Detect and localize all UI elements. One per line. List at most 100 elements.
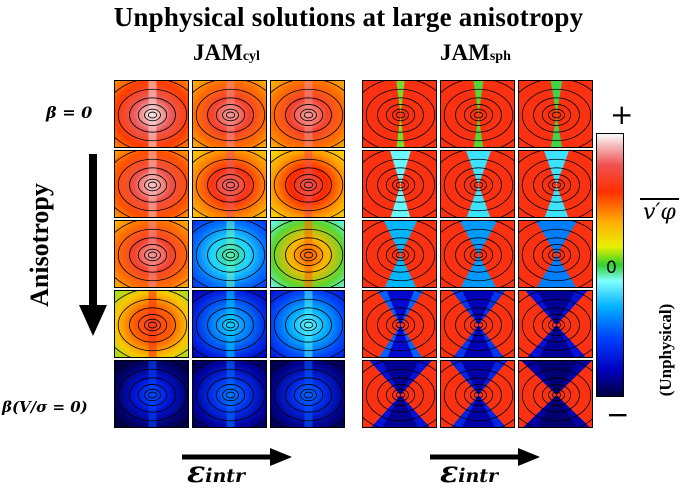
- contour-line: [144, 108, 161, 122]
- tile-cone: [384, 255, 417, 287]
- contour-line: [521, 368, 592, 422]
- contour-line: [463, 244, 494, 266]
- contour-line: [455, 167, 502, 203]
- contour-line: [377, 307, 424, 343]
- contour-line: [395, 321, 406, 329]
- figure-title: Unphysical solutions at large anisotropy: [113, 2, 584, 32]
- contour-line: [144, 318, 161, 332]
- contour-line: [541, 174, 572, 196]
- contour-line: [463, 314, 494, 336]
- map-tile: [362, 220, 437, 288]
- map-tile: [114, 290, 189, 358]
- unphysical-label: (Unphysical): [656, 303, 675, 397]
- contour-line: [385, 104, 416, 126]
- contour-line: [273, 368, 344, 422]
- map-tile: [518, 360, 593, 428]
- contour-line: [385, 314, 416, 336]
- map-tile: [518, 220, 593, 288]
- map-tile: [114, 80, 189, 148]
- colorbar-plus: +: [610, 98, 634, 131]
- colorbar-quantity-label: v′φ: [640, 198, 679, 225]
- tile-band: [304, 81, 313, 147]
- tile-band: [226, 361, 235, 427]
- map-tile: [192, 360, 267, 428]
- contour-line: [293, 314, 324, 336]
- tile-band: [148, 151, 157, 217]
- contour-line: [392, 108, 409, 122]
- contour-line: [541, 314, 572, 336]
- contour-line: [195, 88, 266, 142]
- contour-line: [521, 158, 592, 212]
- contour-line: [273, 88, 344, 142]
- contour-line: [377, 237, 424, 273]
- contour-line: [385, 174, 416, 196]
- contour-line: [222, 318, 239, 332]
- contour-line: [300, 318, 317, 332]
- contour-line: [533, 377, 580, 413]
- contour-line: [392, 318, 409, 332]
- map-tile: [362, 360, 437, 428]
- row-label-bottom: β(V/σ = 0): [2, 398, 88, 416]
- contour-line: [147, 391, 158, 399]
- contour-line: [395, 391, 406, 399]
- contour-line: [473, 321, 484, 329]
- contour-line: [273, 158, 344, 212]
- x-label-sph: εintr: [440, 455, 499, 490]
- map-tile: [440, 220, 515, 288]
- contour-line: [377, 167, 424, 203]
- contour-line: [225, 251, 236, 259]
- contour-line: [222, 108, 239, 122]
- map-tile: [362, 150, 437, 218]
- tile-band: [304, 291, 313, 357]
- tile-cone: [396, 115, 405, 147]
- tile-band: [304, 151, 313, 217]
- contour-line: [455, 307, 502, 343]
- contour-line: [533, 237, 580, 273]
- panel-heading-main: JAM: [193, 40, 243, 65]
- contour-line: [195, 228, 266, 282]
- contour-line: [137, 174, 168, 196]
- contour-line: [473, 111, 484, 119]
- tile-cone: [473, 115, 484, 147]
- contour-line: [222, 248, 239, 262]
- tile-cone-core: [462, 395, 495, 427]
- contour-line: [144, 248, 161, 262]
- contour-line: [303, 111, 314, 119]
- map-tile: [362, 80, 437, 148]
- contour-line: [273, 298, 344, 352]
- tile-cone-core: [463, 325, 494, 357]
- contour-line: [225, 111, 236, 119]
- contour-line: [285, 237, 332, 273]
- contour-line: [137, 244, 168, 266]
- row-label-top: β = 0: [46, 103, 93, 122]
- tile-cone: [537, 255, 576, 287]
- tile-band: [226, 291, 235, 357]
- contour-line: [303, 321, 314, 329]
- map-tile: [518, 290, 593, 358]
- tile-band: [304, 221, 313, 287]
- tile-cone: [551, 115, 562, 147]
- x-arrow-sph: [430, 448, 540, 466]
- contour-line: [365, 228, 436, 282]
- anisotropy-arrow: [79, 154, 107, 336]
- tile-cone-core: [383, 395, 418, 427]
- contour-line: [117, 298, 188, 352]
- panel-heading-sph: JAMsph: [440, 40, 511, 66]
- contour-line: [144, 388, 161, 402]
- contour-line: [455, 377, 502, 413]
- contour-line: [137, 104, 168, 126]
- contour-line: [285, 97, 332, 133]
- colorbar: [596, 133, 624, 397]
- tile-cone: [544, 185, 569, 217]
- map-tile: [192, 290, 267, 358]
- contour-line: [551, 181, 562, 189]
- contour-line: [303, 181, 314, 189]
- contour-line: [225, 181, 236, 189]
- map-tile: [114, 150, 189, 218]
- contour-line: [147, 181, 158, 189]
- contour-line: [392, 178, 409, 192]
- contour-line: [207, 377, 254, 413]
- contour-line: [463, 384, 494, 406]
- contour-line: [129, 97, 176, 133]
- contour-line: [285, 167, 332, 203]
